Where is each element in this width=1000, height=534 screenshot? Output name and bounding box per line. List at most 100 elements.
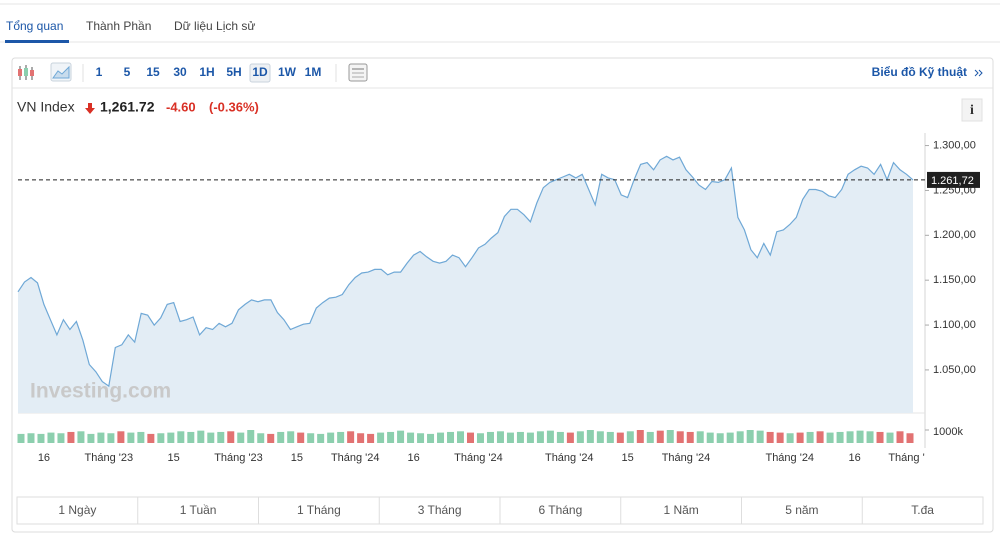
down-arrow (85, 103, 95, 114)
volume-bar (716, 433, 724, 443)
volume-bar (107, 433, 115, 443)
volume-bar (876, 431, 884, 443)
volume-bar (357, 433, 365, 443)
volume-bar (666, 430, 674, 443)
x-tick-label: Tháng '24 (545, 452, 594, 464)
info-button[interactable] (961, 98, 983, 122)
area-icon[interactable] (50, 62, 72, 82)
range-button[interactable]: T.đa (911, 503, 934, 517)
volume-bar (556, 431, 564, 443)
range-button[interactable]: 5 năm (785, 503, 818, 517)
volume-bar (566, 432, 574, 443)
range-button[interactable]: 1 Ngày (58, 503, 96, 517)
volume-bar (407, 432, 415, 443)
interval-button[interactable]: 1M (305, 65, 322, 79)
x-tick-label: 16 (849, 452, 861, 464)
volume-bar (17, 433, 25, 443)
interval-button[interactable]: 1W (278, 65, 297, 79)
interval-button[interactable]: 1H (199, 65, 214, 79)
range-button[interactable]: 1 Năm (663, 503, 698, 517)
y-tick-label: 1.300,00 (933, 139, 976, 151)
volume-bar (377, 432, 385, 443)
volume-bar (187, 431, 195, 443)
volume-bar (117, 431, 125, 443)
volume-bar (67, 431, 75, 443)
tab[interactable]: Dữ liệu Lịch sử (174, 19, 255, 33)
x-tick-label: 15 (168, 452, 180, 464)
volume-bar (586, 430, 594, 443)
volume-tick-label: 1000k (933, 426, 963, 438)
range-button[interactable]: 6 Tháng (538, 503, 582, 517)
volume-bar (466, 432, 474, 443)
info-icon[interactable]: i (970, 103, 974, 118)
volume-bar (37, 433, 45, 443)
range-button[interactable]: 3 Tháng (418, 503, 462, 517)
volume-bar (287, 431, 295, 443)
last-price: 1,261.72 (100, 99, 155, 115)
volume-bar (127, 432, 135, 443)
volume-bar (786, 433, 794, 443)
x-tick-label: 15 (622, 452, 634, 464)
interval-button[interactable]: 15 (146, 65, 160, 79)
volume-bar (27, 433, 35, 443)
x-tick-label: 15 (291, 452, 303, 464)
interval-button[interactable]: 5 (124, 65, 131, 79)
interval-button[interactable]: 1 (96, 65, 103, 79)
volume-bar (337, 431, 345, 443)
change: -4.60 (166, 99, 196, 114)
y-tick-label: 1.050,00 (933, 364, 976, 376)
x-tick-label: Tháng '24 (454, 452, 503, 464)
watermark: Investing.com (30, 380, 171, 403)
volume-bar (457, 431, 465, 443)
tab[interactable]: Tổng quan (6, 19, 63, 33)
interval-button[interactable]: 1D (252, 65, 268, 79)
volume-bar (706, 432, 714, 443)
volume-bar (536, 431, 544, 443)
volume-bar (756, 430, 764, 443)
volume-bar (347, 431, 355, 443)
tab[interactable]: Thành Phần (86, 19, 151, 33)
volume-bar (207, 432, 215, 443)
active-interval (249, 63, 271, 83)
volume-bar (47, 432, 55, 443)
volume-bar (247, 430, 255, 443)
volume-bar (726, 432, 734, 443)
volume-bar (546, 430, 554, 443)
x-tick-label: Tháng '24 (331, 452, 380, 464)
volume-bar (237, 432, 245, 443)
volume-bar (896, 431, 904, 443)
table-icon[interactable] (348, 63, 368, 82)
volume-bar (886, 432, 894, 443)
range-button[interactable]: 1 Tháng (297, 503, 341, 517)
technical-link[interactable]: Biểu đồ Kỹ thuật (872, 65, 967, 79)
volume-bar (676, 431, 684, 443)
candle-icon[interactable] (18, 65, 34, 80)
volume-bar (746, 430, 754, 443)
range-button[interactable]: 1 Tuần (180, 503, 217, 517)
volume-bar (906, 433, 914, 443)
volume-bar (277, 431, 285, 443)
volume-bar (626, 431, 634, 443)
volume-bar (836, 431, 844, 443)
volume-bar (257, 433, 265, 443)
x-tick-label: Tháng '23 (85, 452, 134, 464)
volume-bar (167, 432, 175, 443)
volume-bar (826, 432, 834, 443)
interval-button[interactable]: 5H (226, 65, 241, 79)
volume-bar (646, 431, 654, 443)
widget-frame (11, 57, 994, 533)
volume-bar (387, 431, 395, 443)
volume-bar (77, 431, 85, 443)
volume-bar (856, 430, 864, 443)
volume-bar (227, 431, 235, 443)
volume-bar (816, 431, 824, 443)
volume-bar (516, 431, 524, 443)
volume-bar (476, 433, 484, 443)
volume-bar (576, 431, 584, 443)
volume-bar (87, 433, 95, 443)
volume-bar (57, 433, 65, 443)
volume-bar (97, 432, 105, 443)
interval-button[interactable]: 30 (173, 65, 187, 79)
